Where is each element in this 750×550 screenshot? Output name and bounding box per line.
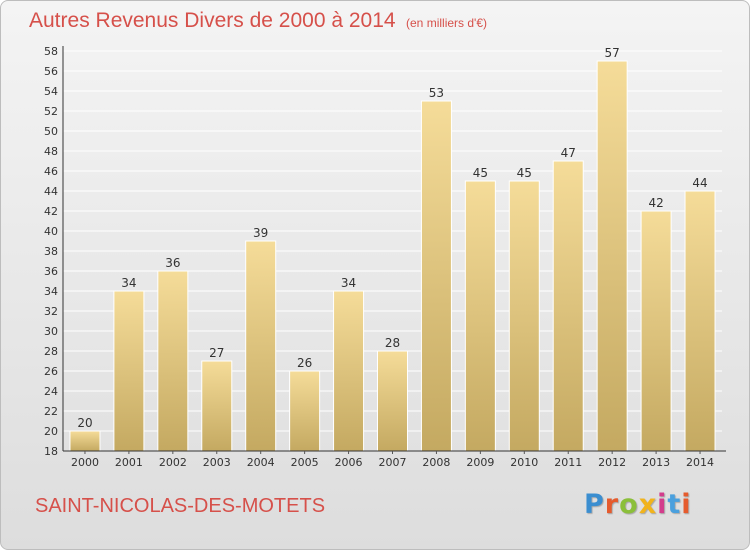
y-tick-label: 54 (44, 85, 58, 98)
y-tick-label: 32 (44, 305, 58, 318)
data-label: 44 (692, 176, 707, 190)
x-tick-label: 2013 (642, 456, 670, 469)
logo-letter: r (604, 489, 620, 520)
y-tick-labels: 18 20 22 24 26 28 30 32 34 36 38 40 42 44 46 48 50 52 54 56… (44, 45, 58, 458)
chart-title-unit: (en milliers d'€) (406, 16, 487, 30)
bar-2007 (377, 350, 408, 452)
data-label: 57 (605, 46, 620, 60)
logo-letter: i (681, 489, 692, 520)
bar-2014 (684, 190, 716, 452)
bar-2005 (289, 370, 321, 452)
y-tick-label: 48 (44, 145, 58, 158)
y-tick-label: 28 (44, 345, 58, 358)
data-label: 39 (253, 226, 268, 240)
y-tick-label: 38 (44, 245, 58, 258)
bar-2002 (157, 270, 189, 452)
bar-2011 (552, 160, 584, 452)
data-label: 34 (341, 276, 356, 290)
y-tick-label: 42 (44, 205, 58, 218)
y-tick-label: 52 (44, 105, 58, 118)
bar-2003 (201, 360, 233, 452)
x-tick-label: 2011 (554, 456, 582, 469)
bar-2010 (508, 180, 540, 452)
x-tick-label: 2006 (335, 456, 363, 469)
y-tick-label: 44 (44, 185, 58, 198)
x-tick-label: 2003 (203, 456, 231, 469)
bars (69, 60, 716, 452)
data-label: 36 (165, 256, 180, 270)
logo-letter: t (667, 489, 682, 520)
data-label: 34 (121, 276, 136, 290)
bar-2004 (245, 240, 277, 452)
x-tick-label: 2000 (71, 456, 99, 469)
data-label: 26 (297, 356, 312, 370)
chart-title-main: Autres Revenus Divers de 2000 à 2014 (29, 9, 396, 32)
data-label: 42 (648, 196, 663, 210)
y-tick-label: 24 (44, 385, 58, 398)
y-tick-label: 58 (44, 45, 58, 58)
data-label: 53 (429, 86, 444, 100)
data-label: 27 (209, 346, 224, 360)
data-label: 20 (77, 416, 92, 430)
y-tick-label: 18 (44, 445, 58, 458)
x-tick-label: 2007 (379, 456, 407, 469)
y-tick-label: 20 (44, 425, 58, 438)
y-tick-label: 36 (44, 265, 58, 278)
bar-2008 (420, 100, 452, 452)
x-tick-label: 2012 (598, 456, 626, 469)
bar-2001 (113, 290, 145, 452)
x-tick-label: 2005 (291, 456, 319, 469)
x-tick-label: 2004 (247, 456, 275, 469)
data-label: 45 (517, 166, 532, 180)
bar-2000 (69, 430, 101, 452)
x-tick-label: 2002 (159, 456, 187, 469)
x-tick-labels: 2000 2001 2002 2003 2004 2005 2006 2007 2008 2009… (71, 451, 714, 469)
data-labels: 20 34 36 27 39 26 34 28 53 45 45 47 57 42 44 (77, 46, 707, 430)
data-label: 45 (473, 166, 488, 180)
chart-title: Autres Revenus Divers de 2000 à 2014 (en… (29, 9, 487, 33)
bar-2009 (464, 180, 496, 452)
x-tick-label: 2001 (115, 456, 143, 469)
y-tick-label: 50 (44, 125, 58, 138)
bar-2006 (333, 290, 365, 452)
proxiti-logo: Proxiti (584, 489, 692, 520)
data-label: 28 (385, 336, 400, 350)
logo-letter: P (584, 489, 605, 520)
x-tick-label: 2010 (510, 456, 538, 469)
y-tick-label: 22 (44, 405, 58, 418)
y-tick-label: 34 (44, 285, 58, 298)
x-tick-label: 2008 (422, 456, 450, 469)
y-tick-label: 40 (44, 225, 58, 238)
commune-name: SAINT-NICOLAS-DES-MOTETS (35, 495, 326, 517)
x-tick-label: 2009 (466, 456, 494, 469)
y-tick-label: 46 (44, 165, 58, 178)
logo-letter: o (619, 489, 639, 520)
y-tick-label: 30 (44, 325, 58, 338)
bar-2013 (640, 210, 672, 452)
y-tick-label: 56 (44, 65, 58, 78)
logo-letter: x (638, 489, 658, 520)
x-tick-label: 2014 (686, 456, 714, 469)
bar-2012 (596, 60, 628, 452)
y-tick-label: 26 (44, 365, 58, 378)
data-label: 47 (561, 146, 576, 160)
axes (62, 46, 726, 452)
logo-letter: i (657, 489, 668, 520)
